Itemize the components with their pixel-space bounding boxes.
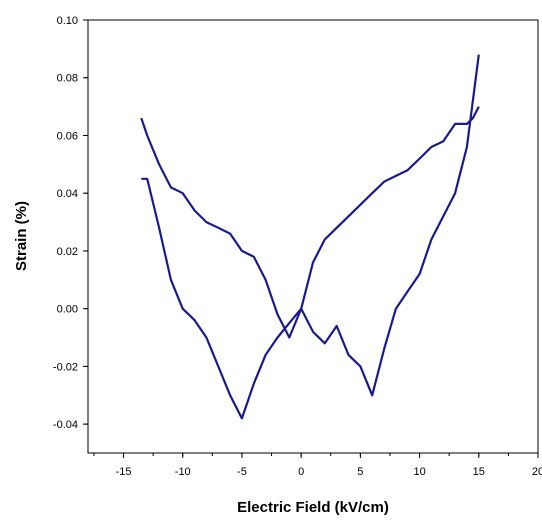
y-tick-label: 0.08 <box>57 73 78 85</box>
x-tick-label: -15 <box>116 466 132 478</box>
x-tick-label: -5 <box>237 466 247 478</box>
plot-frame <box>87 19 539 454</box>
x-tick-label: 15 <box>473 466 485 478</box>
y-tick-label: -0.02 <box>53 361 78 373</box>
x-tick-label: 0 <box>298 466 304 478</box>
x-tick-label: 10 <box>413 466 425 478</box>
x-tick-label: 5 <box>357 466 363 478</box>
series-line <box>140 106 480 339</box>
x-tick-label: 20 <box>532 466 542 478</box>
axis-ticks: -15 -10 -5 0 5 10 15 20 -0.04 -0.02 0.00 0.02 0.04 0.… <box>53 15 542 478</box>
x-tick-label: -10 <box>175 466 191 478</box>
y-tick-label: 0.04 <box>57 188 78 200</box>
y-axis-title: Strain (%) <box>13 201 30 271</box>
y-tick-label: 0.02 <box>57 246 78 258</box>
data-series <box>140 54 480 420</box>
y-tick-label: 0.06 <box>57 130 78 142</box>
y-tick-label: 0.00 <box>57 304 78 316</box>
y-tick-label: -0.04 <box>53 419 78 431</box>
y-tick-label: 0.10 <box>57 15 78 27</box>
series-line <box>141 54 480 420</box>
x-axis-title: Electric Field (kV/cm) <box>237 499 389 516</box>
